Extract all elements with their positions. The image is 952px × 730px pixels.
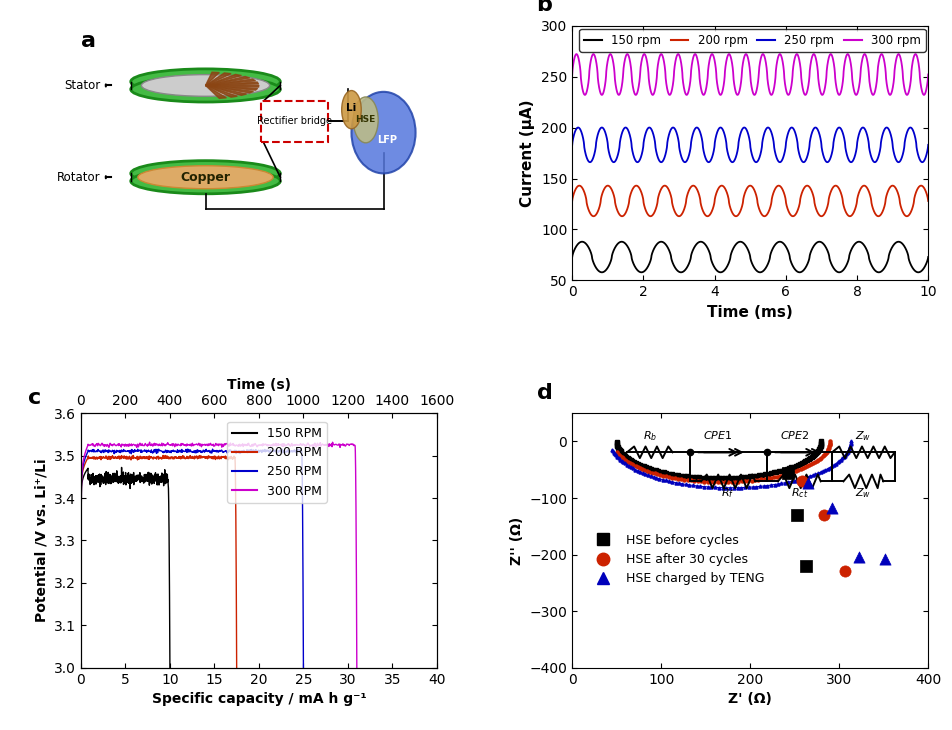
Text: Copper: Copper xyxy=(181,171,230,184)
X-axis label: Time (ms): Time (ms) xyxy=(707,305,793,320)
Point xyxy=(817,509,832,520)
Point xyxy=(824,502,840,514)
150 RPM xyxy=(129,475,140,484)
300 RPM xyxy=(81,444,92,453)
200 RPM xyxy=(75,493,87,502)
200 RPM xyxy=(75,664,87,672)
200 RPM xyxy=(157,451,169,460)
300 RPM xyxy=(115,442,127,451)
150 RPM xyxy=(116,463,128,472)
Polygon shape xyxy=(206,85,227,99)
Y-axis label: Potential /V vs. Li⁺/Li: Potential /V vs. Li⁺/Li xyxy=(34,458,49,622)
150 RPM xyxy=(92,478,104,487)
X-axis label: Z' (Ω): Z' (Ω) xyxy=(728,692,772,707)
200 RPM xyxy=(231,656,243,665)
Text: b: b xyxy=(537,0,552,15)
Y-axis label: Current (μA): Current (μA) xyxy=(521,99,535,207)
Polygon shape xyxy=(206,72,219,85)
Point xyxy=(837,565,852,577)
X-axis label: Time (s): Time (s) xyxy=(227,377,291,391)
FancyBboxPatch shape xyxy=(261,101,328,142)
Point xyxy=(794,475,809,487)
250 RPM xyxy=(298,656,309,665)
Point xyxy=(801,477,816,488)
Ellipse shape xyxy=(351,92,416,174)
Legend: 150 RPM, 200 RPM, 250 RPM, 300 RPM: 150 RPM, 200 RPM, 250 RPM, 300 RPM xyxy=(228,422,327,503)
Ellipse shape xyxy=(130,69,280,94)
Polygon shape xyxy=(206,74,242,85)
Text: Stator: Stator xyxy=(64,79,101,92)
200 RPM xyxy=(129,453,141,462)
Ellipse shape xyxy=(142,74,269,96)
300 RPM xyxy=(237,442,248,451)
Text: d: d xyxy=(537,383,552,403)
Point xyxy=(790,509,805,520)
200 RPM xyxy=(231,664,243,672)
Polygon shape xyxy=(206,73,231,85)
150 RPM xyxy=(164,664,175,672)
Ellipse shape xyxy=(342,91,361,128)
Text: Li: Li xyxy=(347,104,357,113)
Text: Rectifier bridge: Rectifier bridge xyxy=(257,116,332,126)
Polygon shape xyxy=(206,82,259,85)
300 RPM xyxy=(351,656,363,665)
Point xyxy=(799,560,814,572)
300 RPM xyxy=(351,664,363,672)
200 RPM xyxy=(101,453,112,461)
Legend: 150 rpm, 200 rpm, 250 rpm, 300 rpm: 150 rpm, 200 rpm, 250 rpm, 300 rpm xyxy=(580,29,925,52)
250 RPM xyxy=(206,449,217,458)
Text: Rotator: Rotator xyxy=(57,171,101,184)
150 RPM xyxy=(164,657,175,666)
150 RPM xyxy=(81,466,92,474)
200 RPM xyxy=(81,456,92,464)
Point xyxy=(780,466,795,478)
Ellipse shape xyxy=(138,166,273,188)
250 RPM xyxy=(276,445,288,453)
Line: 150 RPM: 150 RPM xyxy=(81,467,169,668)
Polygon shape xyxy=(206,85,237,97)
Text: HSE: HSE xyxy=(356,115,376,124)
250 RPM xyxy=(298,664,309,672)
150 RPM xyxy=(75,497,87,506)
Legend: HSE before cycles, HSE after 30 cycles, HSE charged by TENG: HSE before cycles, HSE after 30 cycles, … xyxy=(585,529,769,591)
Line: 200 RPM: 200 RPM xyxy=(81,456,237,668)
Text: a: a xyxy=(81,31,96,50)
Polygon shape xyxy=(206,77,249,85)
250 RPM xyxy=(75,493,87,502)
Ellipse shape xyxy=(130,161,280,186)
Text: c: c xyxy=(28,388,41,407)
Point xyxy=(851,552,866,564)
150 RPM xyxy=(75,664,87,672)
300 RPM xyxy=(75,664,87,672)
150 RPM xyxy=(108,472,119,481)
Y-axis label: Z'' (Ω): Z'' (Ω) xyxy=(509,516,524,564)
300 RPM xyxy=(75,493,87,502)
Polygon shape xyxy=(206,85,258,90)
Polygon shape xyxy=(206,85,259,87)
300 RPM xyxy=(144,438,155,447)
250 RPM xyxy=(75,664,87,672)
X-axis label: Specific capacity / mA h g⁻¹: Specific capacity / mA h g⁻¹ xyxy=(151,692,367,707)
250 RPM xyxy=(81,450,92,458)
Ellipse shape xyxy=(353,97,378,143)
300 RPM xyxy=(168,439,179,448)
Polygon shape xyxy=(206,85,253,93)
250 RPM xyxy=(150,447,162,456)
Ellipse shape xyxy=(130,169,280,193)
250 RPM xyxy=(109,446,120,455)
Ellipse shape xyxy=(130,77,280,102)
Point xyxy=(878,553,893,564)
Line: 300 RPM: 300 RPM xyxy=(81,442,357,668)
200 RPM xyxy=(168,453,179,461)
Text: LFP: LFP xyxy=(377,135,397,145)
Polygon shape xyxy=(206,79,255,85)
Line: 250 RPM: 250 RPM xyxy=(81,449,304,668)
Polygon shape xyxy=(206,85,247,96)
